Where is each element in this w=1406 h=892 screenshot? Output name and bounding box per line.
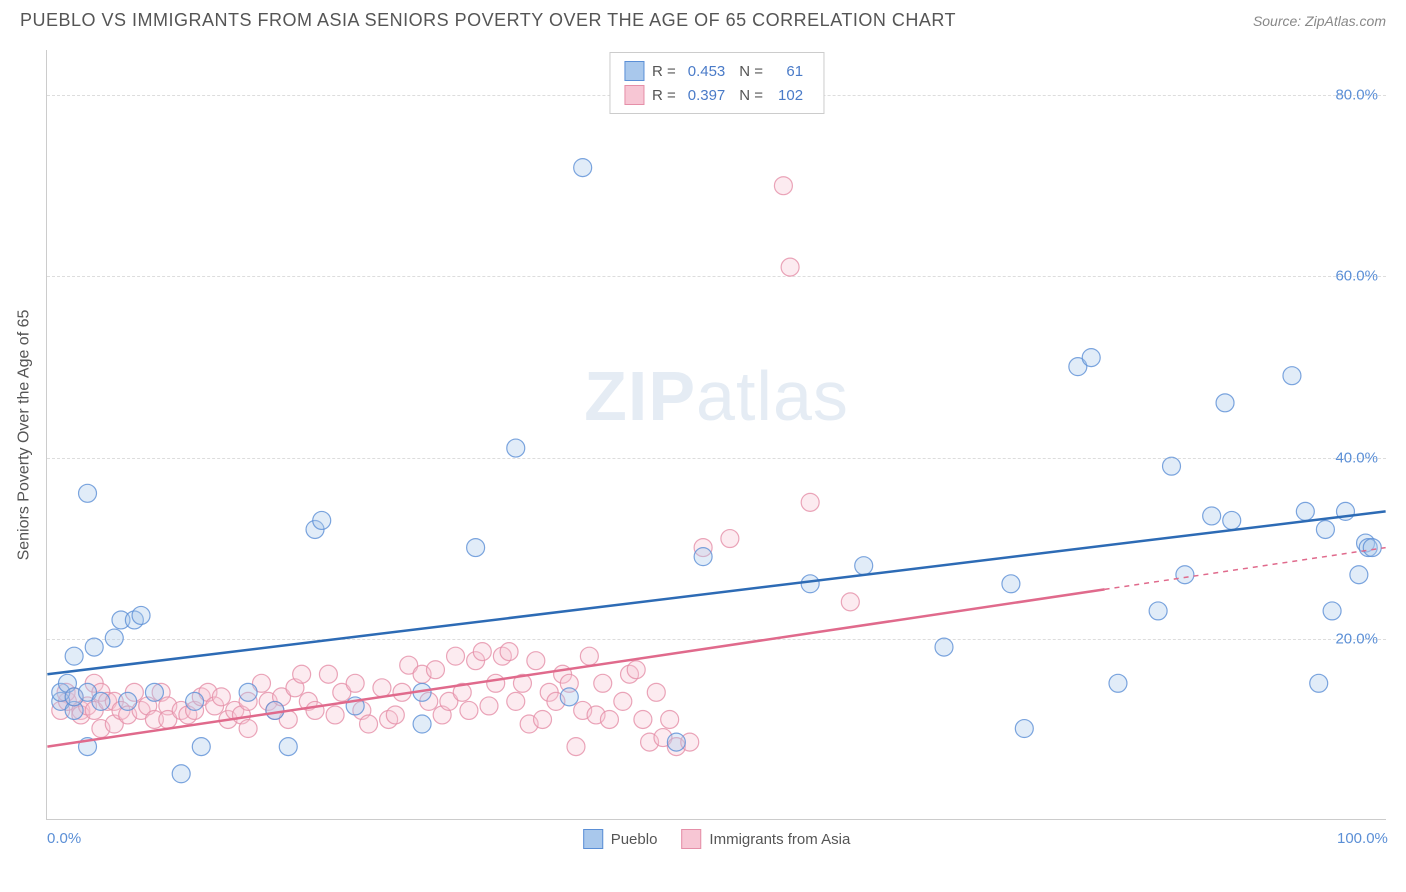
- swatch-blue: [624, 61, 644, 81]
- data-point: [426, 661, 444, 679]
- data-point: [507, 439, 525, 457]
- data-point: [212, 688, 230, 706]
- data-point: [373, 679, 391, 697]
- swatch-pink: [681, 829, 701, 849]
- data-point: [694, 548, 712, 566]
- data-point: [413, 715, 431, 733]
- data-point: [580, 647, 598, 665]
- legend-row-asia: R = 0.397 N = 102: [624, 83, 809, 107]
- data-point: [346, 674, 364, 692]
- data-point: [1002, 575, 1020, 593]
- data-point: [534, 710, 552, 728]
- data-point: [1203, 507, 1221, 525]
- data-point: [79, 484, 97, 502]
- data-point: [774, 177, 792, 195]
- data-point: [279, 738, 297, 756]
- data-point: [239, 720, 257, 738]
- data-point: [574, 159, 592, 177]
- data-point: [647, 683, 665, 701]
- data-point: [1296, 502, 1314, 520]
- legend-item-pueblo: Pueblo: [583, 829, 658, 849]
- data-point: [627, 661, 645, 679]
- data-point: [560, 688, 578, 706]
- legend-row-pueblo: R = 0.453 N = 61: [624, 59, 809, 83]
- data-point: [527, 652, 545, 670]
- data-point: [1310, 674, 1328, 692]
- data-point: [306, 701, 324, 719]
- data-point: [85, 638, 103, 656]
- data-point: [293, 665, 311, 683]
- data-point: [192, 738, 210, 756]
- data-point: [65, 647, 83, 665]
- data-point: [1176, 566, 1194, 584]
- data-point: [935, 638, 953, 656]
- data-point: [313, 511, 331, 529]
- data-point: [92, 692, 110, 710]
- data-point: [721, 530, 739, 548]
- data-point: [1363, 539, 1381, 557]
- swatch-pink: [624, 85, 644, 105]
- data-point: [614, 692, 632, 710]
- header: PUEBLO VS IMMIGRANTS FROM ASIA SENIORS P…: [0, 0, 1406, 35]
- data-point: [172, 765, 190, 783]
- data-point: [1015, 720, 1033, 738]
- trend-line-extrapolated: [1105, 548, 1386, 590]
- data-point: [600, 710, 618, 728]
- data-point: [473, 643, 491, 661]
- data-point: [1323, 602, 1341, 620]
- y-axis-label: Seniors Poverty Over the Age of 65: [12, 50, 36, 820]
- data-point: [1350, 566, 1368, 584]
- data-point: [119, 692, 137, 710]
- data-point: [781, 258, 799, 276]
- data-point: [500, 643, 518, 661]
- data-point: [594, 674, 612, 692]
- data-point: [266, 701, 284, 719]
- trend-line: [47, 589, 1104, 746]
- data-point: [447, 647, 465, 665]
- data-point: [239, 683, 257, 701]
- trend-line: [47, 511, 1385, 674]
- data-point: [841, 593, 859, 611]
- data-point: [507, 692, 525, 710]
- x-tick-label: 100.0%: [1337, 830, 1388, 847]
- data-point: [661, 710, 679, 728]
- data-point: [1082, 349, 1100, 367]
- chart-title: PUEBLO VS IMMIGRANTS FROM ASIA SENIORS P…: [20, 10, 956, 31]
- data-point: [145, 683, 163, 701]
- data-point: [1149, 602, 1167, 620]
- data-point: [634, 710, 652, 728]
- data-point: [186, 692, 204, 710]
- data-point: [567, 738, 585, 756]
- data-point: [1223, 511, 1241, 529]
- x-tick-label: 0.0%: [47, 830, 81, 847]
- data-point: [360, 715, 378, 733]
- legend-correlation: R = 0.453 N = 61 R = 0.397 N = 102: [609, 52, 824, 114]
- swatch-blue: [583, 829, 603, 849]
- legend-item-asia: Immigrants from Asia: [681, 829, 850, 849]
- data-point: [667, 733, 685, 751]
- data-point: [132, 606, 150, 624]
- data-point: [1283, 367, 1301, 385]
- data-point: [487, 674, 505, 692]
- data-point: [319, 665, 337, 683]
- data-point: [480, 697, 498, 715]
- data-point: [460, 701, 478, 719]
- scatter-svg: [47, 50, 1386, 819]
- source-attribution: Source: ZipAtlas.com: [1253, 13, 1386, 29]
- data-point: [1216, 394, 1234, 412]
- data-point: [1316, 521, 1334, 539]
- data-point: [326, 706, 344, 724]
- data-point: [105, 629, 123, 647]
- data-point: [1109, 674, 1127, 692]
- chart-plot-area: ZIPatlas R = 0.453 N = 61 R = 0.397 N = …: [46, 50, 1386, 820]
- data-point: [801, 493, 819, 511]
- legend-series: Pueblo Immigrants from Asia: [583, 829, 851, 849]
- data-point: [386, 706, 404, 724]
- data-point: [855, 557, 873, 575]
- data-point: [1163, 457, 1181, 475]
- data-point: [801, 575, 819, 593]
- data-point: [467, 539, 485, 557]
